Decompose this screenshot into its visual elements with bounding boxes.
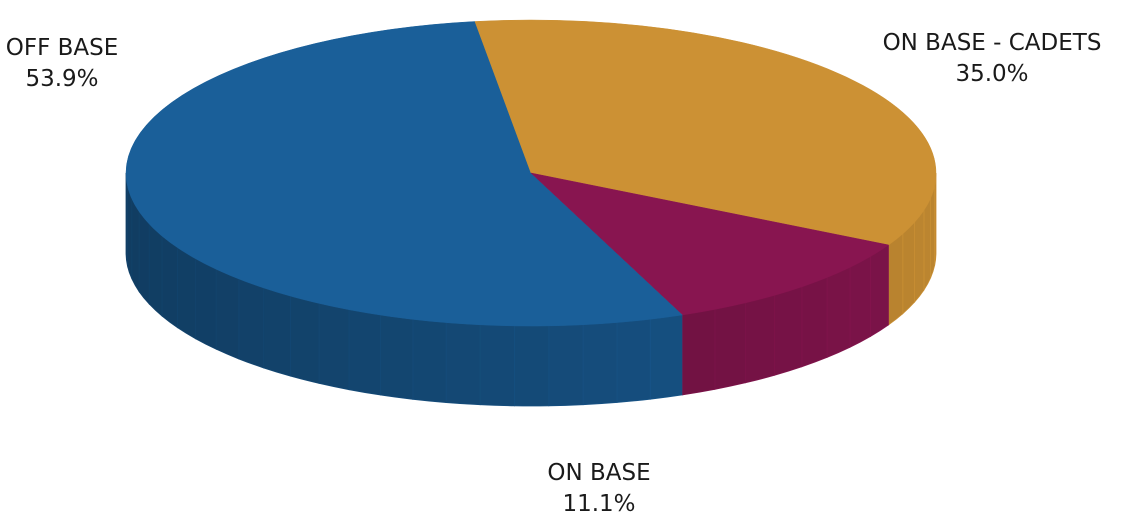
slice-side-on-base: [682, 308, 716, 396]
slice-side-off-base: [290, 295, 320, 384]
slice-side-off-base: [514, 325, 550, 407]
slice-top-on-base-cadets: [474, 19, 937, 246]
slice-name: OFF BASE: [5, 35, 119, 61]
slice-side-off-base: [177, 246, 196, 340]
slice-side-off-base: [348, 309, 381, 396]
slice-side-off-base: [125, 172, 128, 267]
slice-label-off-base: OFF BASE 53.9%: [6, 33, 119, 95]
slice-side-on-base-cadets: [914, 208, 925, 304]
slice-label-on-base-cadets: ON BASE - CADETS 35.0%: [883, 28, 1102, 90]
slice-side-off-base: [445, 322, 481, 406]
slice-side-on-base-cadets: [888, 232, 904, 326]
pie-tops: [125, 19, 937, 327]
slice-side-off-base: [548, 324, 584, 407]
slice-side-on-base: [714, 302, 746, 390]
slice-top-on-base: [530, 172, 890, 316]
slice-side-off-base: [238, 278, 265, 369]
slice-side-on-base: [774, 286, 803, 376]
slice-side-off-base: [582, 322, 618, 406]
slice-side-off-base: [649, 314, 684, 400]
slice-side-off-base: [138, 210, 150, 306]
slice-percent: 53.9%: [25, 66, 99, 92]
slice-side-off-base: [131, 198, 140, 293]
slice-percent: 35.0%: [955, 61, 1029, 87]
slice-side-on-base: [801, 276, 828, 368]
slice-side-on-base: [826, 266, 851, 358]
slice-side-off-base: [195, 258, 217, 350]
slice-side-off-base: [215, 268, 240, 360]
slice-name: ON BASE - CADETS: [882, 30, 1102, 56]
slice-label-on-base: ON BASE 11.1%: [547, 458, 650, 520]
slice-side-on-base: [870, 244, 889, 338]
slice-side-off-base: [148, 223, 163, 317]
slice-side-on-base-cadets: [923, 197, 932, 292]
pie-sides: [125, 172, 937, 407]
slice-side-off-base: [263, 287, 291, 377]
slice-side-on-base-cadets: [930, 185, 936, 279]
slice-top-off-base: [125, 21, 684, 327]
slice-side-off-base: [479, 324, 515, 407]
slice-side-off-base: [412, 318, 447, 404]
slice-side-off-base: [380, 314, 414, 400]
slice-side-on-base: [849, 255, 871, 348]
slice-side-on-base: [745, 294, 776, 384]
slice-side-off-base: [318, 302, 350, 391]
slice-side-on-base-cadets: [902, 220, 916, 315]
slice-side-off-base: [161, 235, 178, 329]
slice-side-off-base: [616, 318, 651, 403]
slice-side-off-base: [127, 185, 133, 280]
slice-percent: 11.1%: [562, 491, 636, 517]
slice-name: ON BASE: [547, 460, 651, 486]
